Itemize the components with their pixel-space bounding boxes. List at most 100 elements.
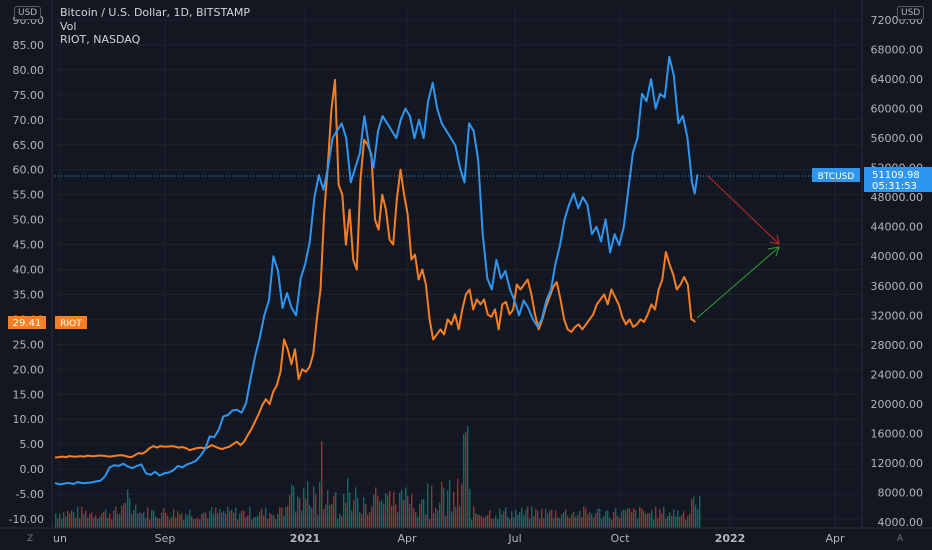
volume-bar (359, 512, 361, 528)
arrow-down (707, 175, 779, 244)
left-tick-label: 10.00 (13, 413, 45, 426)
volume-bar (537, 510, 539, 528)
volume-bar (553, 518, 555, 528)
volume-bar (403, 500, 405, 528)
legend-riot[interactable]: RIOT, NASDAQ (60, 33, 141, 46)
volume-bar (263, 515, 265, 528)
volume-bar (503, 511, 505, 528)
zoom-toggle[interactable]: Z (27, 534, 34, 544)
volume-bar (315, 494, 317, 528)
right-tick-label: 44000.00 (871, 221, 924, 234)
volume-bar (419, 503, 421, 528)
volume-bar (515, 510, 517, 528)
volume-bar (225, 513, 227, 528)
volume-bar (103, 511, 105, 528)
volume-bar (613, 511, 615, 528)
volume-bar (349, 492, 351, 528)
volume-bar (181, 513, 183, 528)
volume-bar (461, 483, 463, 528)
volume-bar (319, 481, 321, 528)
volume-bar (289, 494, 291, 528)
volume-bar (667, 515, 669, 528)
volume-bar (269, 513, 271, 528)
volume-bar (257, 515, 259, 528)
right-currency-badge[interactable]: USD (897, 6, 925, 20)
volume-bar (551, 509, 553, 528)
volume-bar (379, 501, 381, 528)
arrow-up (696, 247, 779, 319)
left-tick-label: 80.00 (13, 64, 45, 77)
volume-bar (601, 518, 603, 528)
volume-bar (185, 513, 187, 528)
volume-bar (141, 513, 143, 528)
volume-bar (179, 514, 181, 528)
volume-bar (437, 510, 439, 528)
volume-bar (113, 510, 115, 528)
volume-bar (575, 516, 577, 528)
volume-bar (297, 496, 299, 528)
volume-bar (75, 517, 77, 528)
volume-bar (665, 518, 667, 528)
volume-bar (273, 515, 275, 528)
volume-bar (473, 506, 475, 528)
volume-bar (427, 483, 429, 528)
volume-bar (71, 510, 73, 528)
left-tick-label: 55.00 (13, 189, 45, 202)
volume-bar (369, 512, 371, 528)
volume-bar (339, 513, 341, 528)
volume-bar (67, 510, 69, 528)
volume-bar (513, 517, 515, 528)
volume-bar (531, 506, 533, 528)
volume-bar (125, 502, 127, 528)
auto-scale-toggle[interactable]: A (897, 534, 904, 544)
volume-bar (545, 508, 547, 528)
legend-btc[interactable]: Bitcoin / U.S. Dollar, 1D, BITSTAMP (60, 6, 250, 19)
volume-bar (693, 496, 695, 528)
volume-bar (635, 510, 637, 528)
legend: Bitcoin / U.S. Dollar, 1D, BITSTAMP Vol … (60, 6, 250, 47)
volume-bar (259, 511, 261, 528)
volume-bar (285, 507, 287, 528)
volume-bar (523, 514, 525, 528)
volume-bar (139, 512, 141, 528)
btc-last-value: 51109.98 (872, 170, 920, 181)
volume-bar (645, 513, 647, 528)
volume-bar (617, 515, 619, 528)
volume-bar (203, 512, 205, 528)
legend-vol[interactable]: Vol (60, 19, 77, 33)
volume-bar (59, 513, 61, 528)
volume-bar (231, 509, 233, 528)
volume-bar (107, 518, 109, 528)
volume-bar (581, 516, 583, 528)
time-tick-label: 2021 (290, 532, 321, 545)
volume-bar (689, 513, 691, 528)
volume-bar (153, 510, 155, 528)
volume-bar (317, 514, 319, 528)
volume-bar (251, 519, 253, 528)
volume-bar (375, 487, 377, 528)
volume-bar (391, 505, 393, 528)
volume-bar (441, 481, 443, 528)
volume-bar (541, 508, 543, 528)
right-tick-label: 40000.00 (871, 250, 924, 263)
volume-bar (135, 504, 137, 528)
volume-bar (309, 505, 311, 528)
volume-bar (191, 516, 193, 528)
left-tick-label: 15.00 (13, 388, 45, 401)
left-tick-label: -5.00 (16, 488, 44, 501)
volume-bar (399, 492, 401, 528)
volume-bar (691, 498, 693, 528)
arrow-down-head (769, 234, 780, 245)
volume-bar (687, 516, 689, 528)
volume-bar (585, 508, 587, 528)
volume-bar (535, 508, 537, 528)
left-currency-badge[interactable]: USD (14, 6, 42, 20)
volume-bar (333, 495, 335, 528)
volume-bar (521, 507, 523, 528)
volume-bar (331, 503, 333, 528)
volume-bar (429, 519, 431, 528)
volume-bar (393, 491, 395, 528)
volume-bar (587, 514, 589, 528)
volume-bar (281, 507, 283, 528)
